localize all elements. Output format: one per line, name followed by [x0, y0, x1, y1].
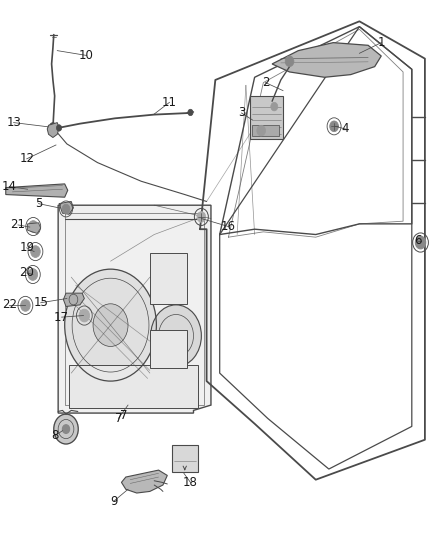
Circle shape [285, 56, 294, 67]
Text: 1: 1 [378, 36, 385, 49]
Text: 18: 18 [183, 476, 198, 489]
Circle shape [28, 269, 38, 280]
Polygon shape [28, 223, 41, 233]
Text: 12: 12 [19, 152, 34, 165]
Polygon shape [272, 43, 381, 77]
Text: 2: 2 [262, 76, 269, 89]
Circle shape [49, 123, 57, 131]
Text: 20: 20 [19, 266, 34, 279]
Bar [69, 365, 198, 408]
Circle shape [330, 121, 339, 132]
Polygon shape [47, 123, 59, 138]
Text: 22: 22 [2, 298, 17, 311]
Bar [150, 253, 187, 304]
Bar [150, 330, 187, 368]
Text: 7: 7 [115, 412, 122, 425]
Polygon shape [250, 96, 283, 139]
Text: 6: 6 [415, 235, 422, 247]
Polygon shape [58, 205, 211, 413]
Circle shape [151, 305, 201, 367]
Bar [172, 445, 198, 472]
Text: 11: 11 [162, 96, 177, 109]
Circle shape [21, 300, 30, 311]
Text: 14: 14 [2, 180, 17, 193]
Polygon shape [121, 470, 167, 493]
Circle shape [57, 125, 62, 131]
Circle shape [93, 304, 128, 346]
Text: 16: 16 [221, 220, 236, 233]
Circle shape [28, 221, 38, 232]
Text: 4: 4 [342, 123, 349, 135]
Polygon shape [6, 184, 68, 197]
Text: 17: 17 [54, 311, 69, 324]
Circle shape [197, 212, 206, 222]
Text: 10: 10 [79, 49, 94, 62]
Text: 21: 21 [11, 219, 25, 231]
Text: 15: 15 [33, 296, 48, 309]
Circle shape [54, 414, 78, 444]
Text: 3: 3 [238, 107, 245, 119]
Text: 5: 5 [35, 197, 42, 210]
Polygon shape [59, 201, 74, 214]
Circle shape [415, 236, 426, 249]
Polygon shape [64, 293, 85, 306]
Circle shape [79, 309, 90, 322]
Circle shape [62, 204, 70, 214]
Text: 19: 19 [19, 241, 34, 254]
Text: 13: 13 [6, 116, 21, 129]
Text: 7: 7 [120, 409, 127, 422]
Circle shape [65, 269, 156, 381]
Text: 9: 9 [110, 495, 118, 507]
Circle shape [188, 109, 193, 116]
Text: 8: 8 [51, 430, 58, 442]
Circle shape [271, 102, 278, 111]
Circle shape [257, 125, 265, 136]
Circle shape [31, 246, 40, 257]
Bar [252, 125, 279, 136]
Circle shape [63, 425, 70, 433]
